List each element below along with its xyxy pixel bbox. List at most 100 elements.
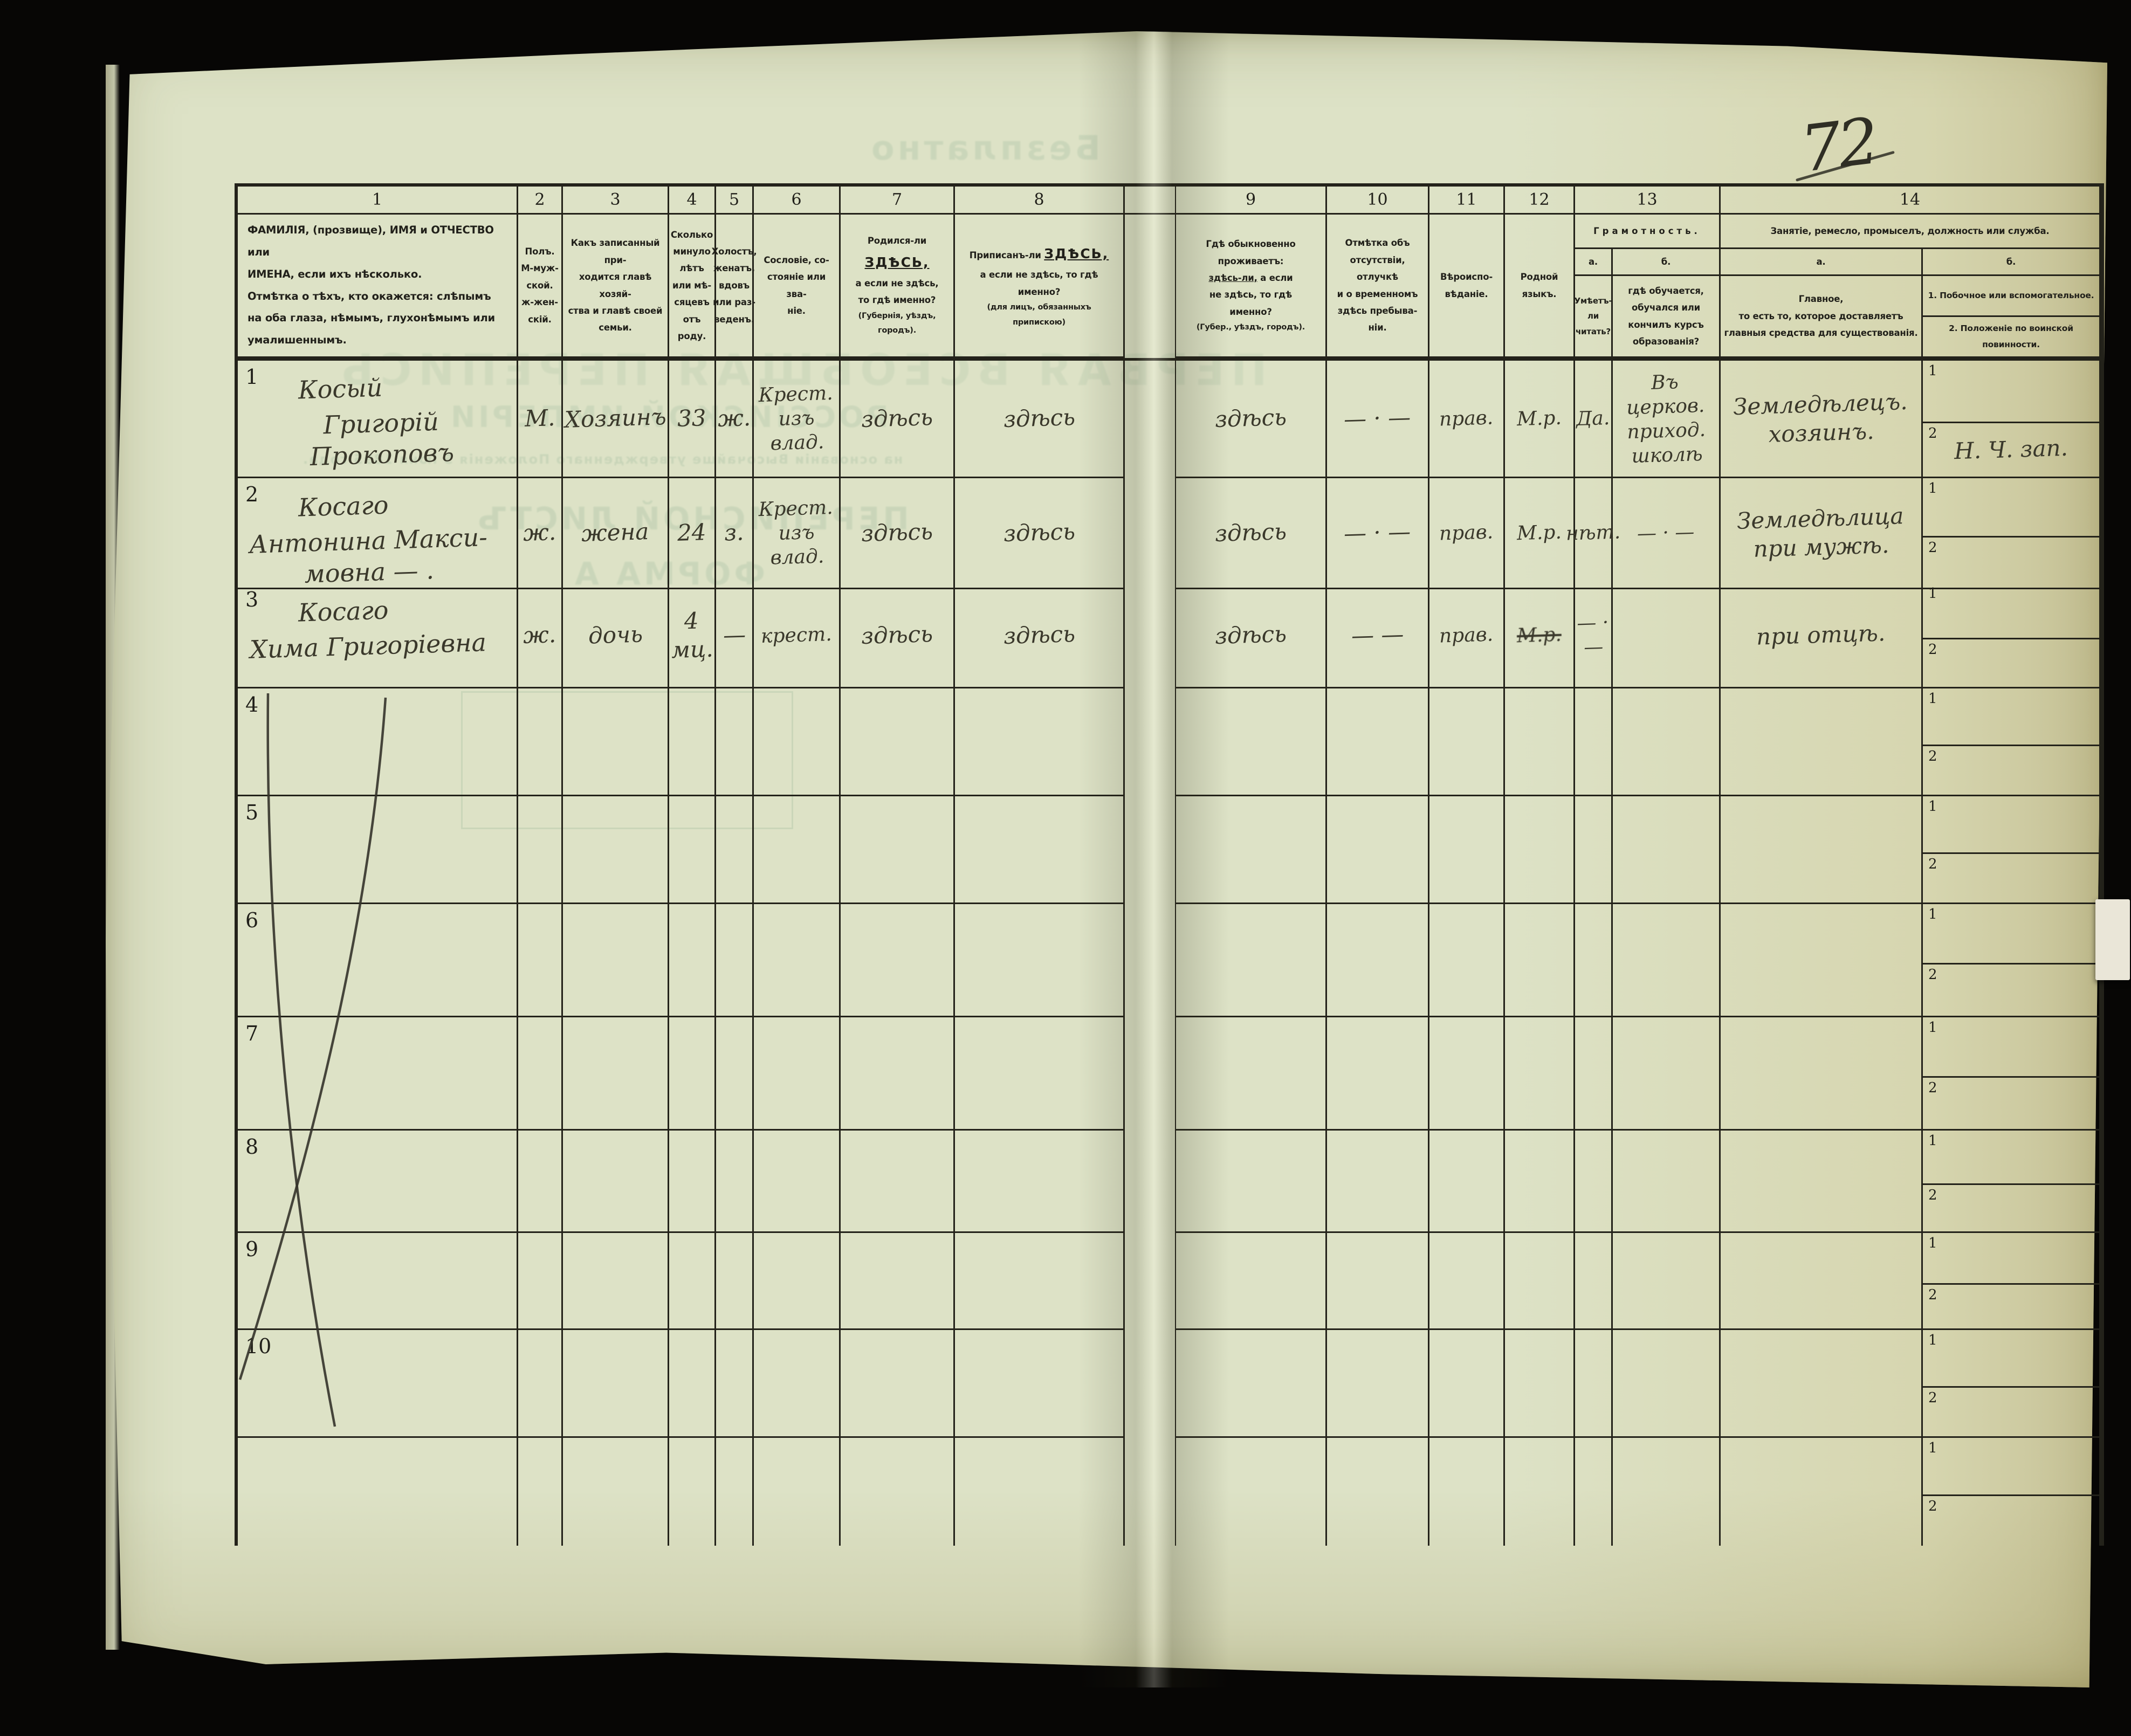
occupation-side-subcell: 2 <box>1923 746 2099 795</box>
cell-marital <box>716 796 754 904</box>
cell-marital <box>716 1017 754 1131</box>
cell-sex: ж. <box>518 583 563 688</box>
paper-shading-right <box>1507 31 2107 1687</box>
cell-absence <box>1327 1233 1429 1330</box>
subcell-label: 1 <box>1928 1133 1937 1149</box>
cell-marital <box>716 688 754 796</box>
cell-faith: прав. <box>1429 583 1505 688</box>
header-literacy-a-label: а. <box>1575 249 1613 276</box>
handwritten-value: Да. <box>1576 407 1611 430</box>
cell-resides <box>1175 1438 1327 1546</box>
header-occupation-b-label: б. <box>1923 249 2101 276</box>
cell-school <box>1613 1438 1721 1546</box>
cell-estate <box>754 688 841 796</box>
cell-born: здѣсь <box>841 583 955 688</box>
header-occupation-main: Главное, то есть то, которое доставляетъ… <box>1721 276 1923 358</box>
cell-absence <box>1327 796 1429 904</box>
cell-estate <box>754 1438 841 1546</box>
header-name-line2: Отмѣтка о тѣхъ, кто окажется: слѣпымъ на… <box>248 290 496 347</box>
handwritten-value: — <box>722 621 746 649</box>
cell-registered <box>955 688 1125 796</box>
header-registration-note: (для лицъ, обязанныхъ припискою) <box>987 303 1091 327</box>
occupation-side-subcell: 2 <box>1923 538 2099 588</box>
occupation-side-subcell: 2 <box>1923 1388 2099 1436</box>
table-body: 1 Косый Григорій Прокоповъ М. Хозяинъ 33 ж. Кре… <box>238 361 2101 1546</box>
row-number: 1 <box>245 365 259 389</box>
occupation-side-subcell: 2 <box>1923 965 2099 1016</box>
subcell-label: 1 <box>1928 1332 1937 1348</box>
subcell-label: 2 <box>1928 967 1937 983</box>
cell-relation <box>563 1017 669 1131</box>
cell-name: 4 <box>238 688 518 796</box>
col-number-11: 11 <box>1429 187 1505 215</box>
handwritten-value: — · — <box>1343 404 1412 433</box>
occupation-side-subcell: 1 <box>1923 1131 2099 1186</box>
emphasis-here: здѣсь-ли, <box>1208 273 1257 284</box>
header-occupation-side: 1. Побочное или вспомогательное. 2. Поло… <box>1923 276 2101 358</box>
cell-occupation: Земледѣлица при мужѣ. <box>1721 478 1923 589</box>
emphasis-here: ЗДѢСЬ, <box>864 254 930 270</box>
emphasis-here: ЗДѢСЬ, <box>1044 245 1109 261</box>
cell-marital <box>716 904 754 1017</box>
handwritten-value: здѣсь <box>861 620 933 649</box>
cell-occupation <box>1721 1233 1923 1330</box>
handwritten-value: ж. <box>717 404 751 432</box>
header-name-column: ФАМИЛІЯ, (прозвище), ИМЯ и ОТЧЕСТВО или … <box>238 215 518 358</box>
cell-sex <box>518 688 563 796</box>
cell-registered <box>955 1233 1125 1330</box>
handwritten-value: М. <box>524 404 555 432</box>
cell-born <box>841 1233 955 1330</box>
subcell-label: 1 <box>1928 691 1937 707</box>
cell-language <box>1505 1438 1575 1546</box>
cell-school <box>1613 688 1721 796</box>
row-number: 8 <box>245 1135 259 1159</box>
subcell-label: 1 <box>1928 480 1937 497</box>
cell-faith <box>1429 796 1505 904</box>
subcell-label: 1 <box>1928 1440 1937 1456</box>
handwritten-value: Н. Ч. зап. <box>1954 435 2068 465</box>
cell-occupation <box>1721 796 1923 904</box>
cell-relation: Хозяинъ <box>563 361 669 478</box>
cell-estate <box>754 904 841 1017</box>
occupation-side-subcell: 2 <box>1923 1496 2099 1546</box>
handwritten-value: здѣсь <box>1002 620 1076 649</box>
header-literacy-b-label: б. <box>1613 249 1721 276</box>
occupation-side-subcell: 1 <box>1923 688 2099 746</box>
cell-marital: з. <box>716 478 754 589</box>
cell-age <box>669 1438 716 1546</box>
cell-absence <box>1327 688 1429 796</box>
subcell-label: 2 <box>1928 425 1937 442</box>
cell-registered: здѣсь <box>955 478 1125 589</box>
header-residence-pre: Гдѣ обыкновенно проживаетъ: <box>1206 239 1296 266</box>
col-number-3: 3 <box>563 187 669 215</box>
col-number-8: 8 <box>955 187 1125 215</box>
cell-sex <box>518 796 563 904</box>
cell-reads <box>1575 1233 1613 1330</box>
cell-language <box>1505 1330 1575 1438</box>
header-birthplace-rest: а если не здѣсь, то гдѣ именно? <box>855 278 939 306</box>
cell-name <box>238 1438 518 1546</box>
cell-faith <box>1429 1131 1505 1233</box>
header-occupation-side2: 2. Положеніе по воинской повинности. <box>1949 323 2073 349</box>
cell-marital <box>716 1438 754 1546</box>
subcell-label: 2 <box>1928 1080 1937 1097</box>
header-residence: Гдѣ обыкновенно проживаетъ: здѣсь-ли, а … <box>1175 215 1327 358</box>
cell-school <box>1613 1131 1721 1233</box>
handwritten-value: Хозяинъ <box>563 403 667 433</box>
header-birthplace-pre: Родился-ли ЗДѢСЬ, <box>864 236 930 270</box>
surname: Косаго <box>298 595 389 627</box>
cell-relation: жена <box>563 478 669 589</box>
cell-absence: — · — <box>1327 478 1429 589</box>
cell-school <box>1613 1233 1721 1330</box>
col-number-14: 14 <box>1721 187 2101 215</box>
cell-name: 5 <box>238 796 518 904</box>
cell-estate: крест. <box>754 583 841 688</box>
cell-resides <box>1175 1330 1327 1438</box>
cell-born <box>841 796 955 904</box>
cell-name: 10 <box>238 1330 518 1438</box>
cell-relation <box>563 688 669 796</box>
